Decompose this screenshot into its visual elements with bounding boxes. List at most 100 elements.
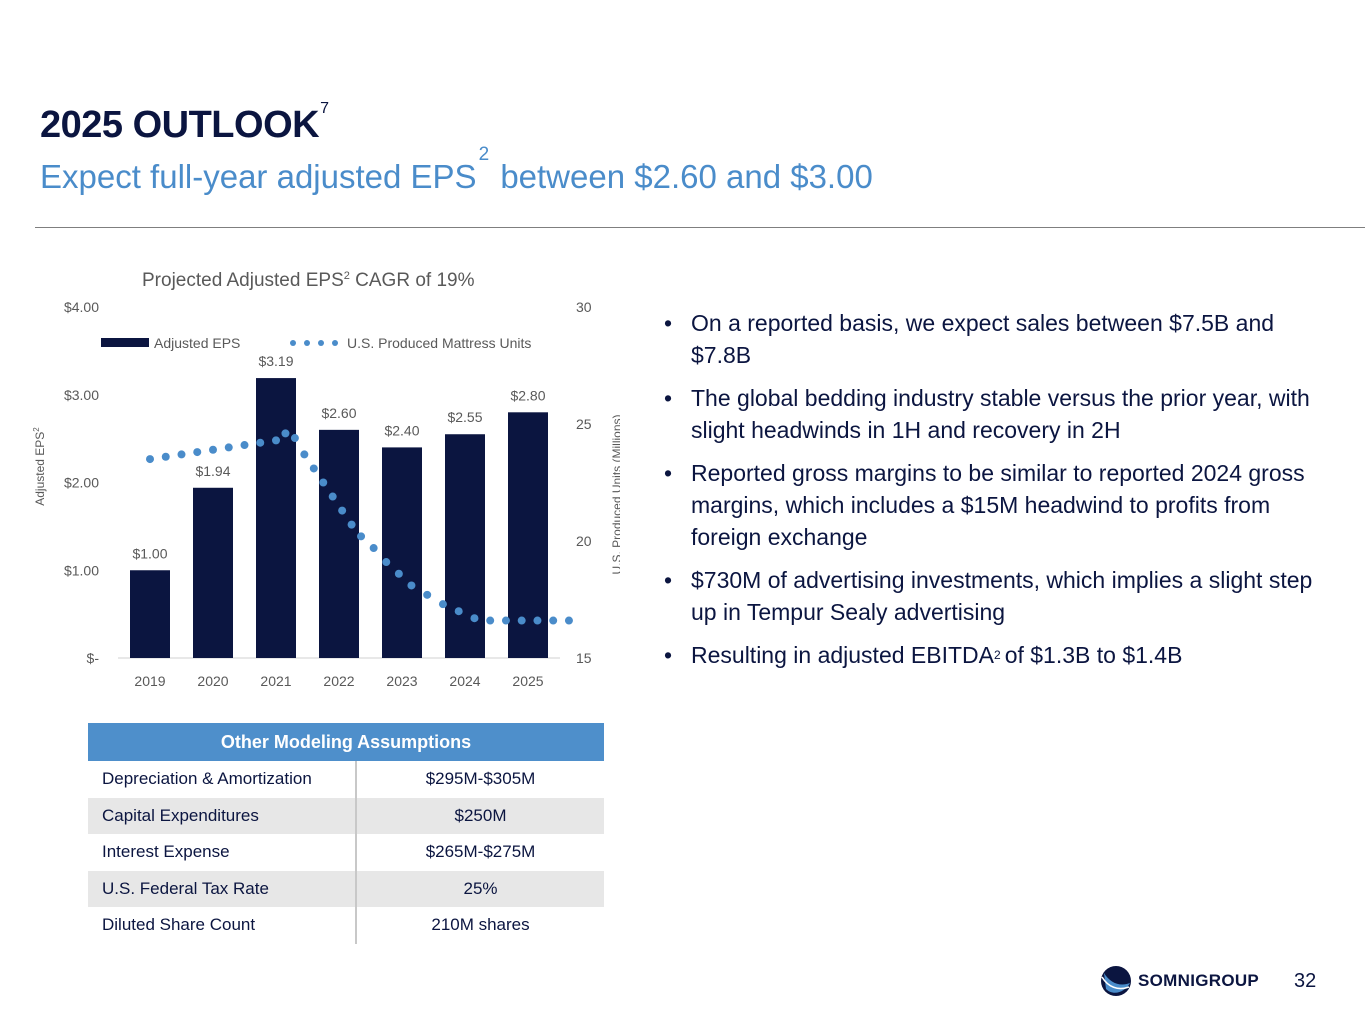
bullet-item: • $730M of advertising investments, which… xyxy=(664,567,1313,625)
bullet-text: The global bedding industry stable versu… xyxy=(691,385,1310,443)
row-label: Interest Expense xyxy=(88,834,357,871)
eps-bar xyxy=(382,447,422,658)
bullet-footnote: 2 xyxy=(994,648,1001,662)
page-title: 2025 OUTLOOK7 xyxy=(40,100,329,147)
mattress-units-point xyxy=(549,616,558,625)
mattress-units-point xyxy=(209,445,217,454)
mattress-units-point xyxy=(146,455,154,464)
table-row: U.S. Federal Tax Rate 25% xyxy=(88,870,604,907)
mattress-units-point xyxy=(407,581,416,590)
title-text: 2025 OUTLOOK xyxy=(40,104,320,146)
mattress-units-point xyxy=(319,478,328,487)
mattress-units-point xyxy=(382,558,391,567)
bullet-text: $730M of advertising investments, which … xyxy=(691,567,1313,625)
bullet-item: • On a reported basis, we expect sales be… xyxy=(664,310,1275,368)
x-axis-tick-label: 2019 xyxy=(134,673,165,689)
row-value: $250M xyxy=(356,797,604,834)
eps-bar xyxy=(319,429,359,658)
mattress-units-point xyxy=(300,450,309,459)
mattress-units-point xyxy=(454,607,463,616)
bullet-item: • The global bedding industry stable vers… xyxy=(664,385,1310,443)
mattress-units-point xyxy=(564,616,573,625)
eps-data-label: $1.94 xyxy=(195,463,230,479)
row-label: U.S. Federal Tax Rate xyxy=(88,870,357,907)
left-axis-tick-label: $3.00 xyxy=(64,387,99,403)
mattress-units-point xyxy=(256,438,265,447)
mattress-units-point xyxy=(438,600,447,609)
table-row: Depreciation & Amortization $295M-$305M xyxy=(88,761,604,798)
page-subtitle: Expect full-year adjusted EPS2 between $… xyxy=(40,144,873,196)
eps-data-label: $2.80 xyxy=(510,387,545,403)
x-axis-tick-label: 2021 xyxy=(260,673,291,689)
somnigroup-logo: SOMNIGROUP xyxy=(1100,961,1259,1001)
right-axis-tick-label: 30 xyxy=(576,299,592,315)
right-axis-title: U.S. Produced Units (Millions) xyxy=(610,414,620,574)
x-axis-tick-label: 2022 xyxy=(323,673,354,689)
bullet-text: On a reported basis, we expect sales bet… xyxy=(691,310,1275,368)
eps-data-label: $2.60 xyxy=(321,405,356,421)
bullet-item: • Reported gross margins to be similar to… xyxy=(664,460,1305,550)
mattress-units-point xyxy=(470,614,479,623)
mattress-units-point xyxy=(193,448,202,457)
legend-swatch-dots xyxy=(304,340,310,346)
eps-data-label: $1.00 xyxy=(132,545,167,561)
modeling-assumptions-table: Other Modeling Assumptions Depreciation … xyxy=(88,723,604,944)
x-axis-tick-label: 2023 xyxy=(386,673,417,689)
mattress-units-point xyxy=(281,429,290,438)
eps-bar xyxy=(256,378,296,658)
logo-mark-icon xyxy=(1101,966,1131,996)
x-axis-tick-label: 2020 xyxy=(197,673,228,689)
mattress-units-point xyxy=(423,590,432,599)
mattress-units-point xyxy=(517,616,526,625)
legend-swatch-bars xyxy=(101,338,149,347)
title-footnote: 7 xyxy=(320,100,329,117)
mattress-units-point xyxy=(240,441,249,450)
eps-data-label: $2.55 xyxy=(447,409,482,425)
eps-bar xyxy=(508,412,548,658)
left-axis-tick-label: $- xyxy=(87,650,100,666)
eps-chart: Projected Adjusted EPS2 CAGR of 19% $- $1.… xyxy=(32,270,620,689)
eps-data-label: $2.40 xyxy=(384,422,419,438)
mattress-units-point xyxy=(338,506,347,515)
mattress-units-point xyxy=(177,450,186,459)
left-axis-tick-label: $2.00 xyxy=(64,475,99,491)
mattress-units-point xyxy=(486,616,495,625)
table-row: Interest Expense $265M-$275M xyxy=(88,834,604,871)
row-value: 25% xyxy=(356,870,604,907)
legend-label-eps: Adjusted EPS xyxy=(154,335,240,351)
eps-data-label: $3.19 xyxy=(258,353,293,369)
mattress-units-point xyxy=(394,569,403,578)
left-axis-tick-label: $4.00 xyxy=(64,299,99,315)
legend-label-units: U.S. Produced Mattress Units xyxy=(347,335,531,351)
bullet-text: of $1.3B to $1.4B xyxy=(1004,642,1183,668)
bullet-text: Reported gross margins to be similar to … xyxy=(691,460,1305,550)
eps-bar xyxy=(445,434,485,658)
mattress-units-point xyxy=(224,443,233,452)
row-label: Diluted Share Count xyxy=(88,907,357,944)
legend-swatch-dots xyxy=(318,340,324,346)
subtitle-text-start: Expect full-year adjusted EPS xyxy=(40,158,477,195)
mattress-units-point xyxy=(533,616,542,625)
mattress-units-point xyxy=(501,616,510,625)
row-value: $295M-$305M xyxy=(425,769,536,789)
row-value: 210M shares xyxy=(431,915,530,935)
brand-name: SOMNIGROUP xyxy=(1138,971,1260,990)
bullet-item: • Resulting in adjusted EBITDA2 of $1.3B t… xyxy=(664,642,1183,668)
eps-bar xyxy=(193,487,233,658)
table-header: Other Modeling Assumptions xyxy=(88,723,604,761)
subtitle-text-end: between $2.60 and $3.00 xyxy=(500,158,873,195)
table-row: Diluted Share Count 210M shares xyxy=(88,907,604,944)
x-axis-tick-label: 2024 xyxy=(449,673,480,689)
header-divider xyxy=(35,227,1365,228)
mattress-units-point xyxy=(161,452,170,461)
legend-swatch-dots xyxy=(290,340,296,346)
right-axis-tick-label: 15 xyxy=(576,650,592,666)
bullet-text: Resulting in adjusted EBITDA xyxy=(691,642,994,668)
mattress-units-point xyxy=(309,464,318,473)
mattress-units-point xyxy=(357,532,366,541)
row-value: $265M-$275M xyxy=(425,842,536,862)
x-axis-tick-label: 2025 xyxy=(512,673,543,689)
table-row: Capital Expenditures $250M xyxy=(88,797,604,834)
right-axis-tick-label: 20 xyxy=(576,533,592,549)
mattress-units-point xyxy=(290,434,299,443)
